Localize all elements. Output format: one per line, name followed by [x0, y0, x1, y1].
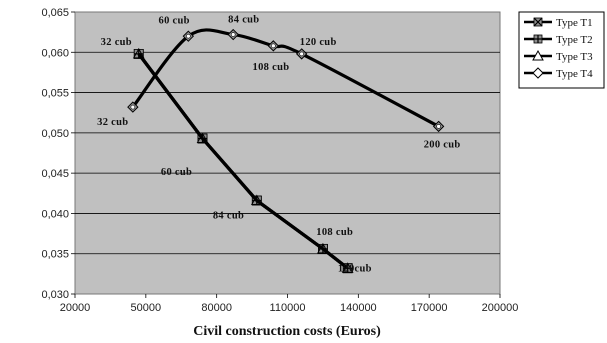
legend-label: Type T1 [556, 17, 593, 29]
legend-label: Type T2 [556, 34, 593, 46]
y-tick-label: 0,045 [41, 168, 69, 180]
point-annotation: 60 cub [159, 15, 190, 26]
triangle-marker [341, 262, 354, 273]
series-group [127, 28, 445, 274]
diamond-marker-dot [436, 124, 441, 129]
point-annotation: 108 cub [253, 62, 290, 73]
y-axis-ticks: 0,030 0,035 0,040 0,045 0,050 0,055 0,060 0,065 [41, 7, 75, 301]
y-tick-label: 0,050 [41, 128, 69, 140]
legend: Type T1 Type T2 Type T3 Type T4 [518, 11, 605, 89]
diamond-marker-dot [271, 43, 276, 49]
series-type-t3 [132, 47, 354, 273]
plot-area [74, 11, 501, 295]
point-annotation: 200 cub [424, 139, 461, 150]
triangle-marker [250, 194, 263, 206]
y-tick-label: 0,030 [41, 289, 69, 301]
y-tick-label: 0,035 [41, 249, 69, 261]
legend-label: Type T3 [556, 51, 593, 63]
y-tick-label: 0,060 [41, 47, 69, 59]
x-tick-label: 110000 [270, 302, 306, 314]
point-annotation: 120 cub [300, 37, 337, 48]
x-box-marker-icon [533, 17, 543, 27]
point-annotation: 60 cub [161, 167, 192, 178]
point-annotation: 120cub [338, 263, 372, 274]
legend-item-type-t2: Type T2 [524, 34, 593, 46]
point-annotation: 108 cub [316, 227, 353, 238]
y-tick-label: 0,040 [41, 208, 69, 220]
diamond-marker-dot [130, 104, 136, 110]
diamond-marker-icon [532, 67, 544, 79]
annotation-group: 32 cub 60 cub 84 cub 108 cub 120cub 32 cub 60 … [97, 14, 460, 274]
x-tick-label: 140000 [340, 302, 377, 314]
triangle-marker [132, 47, 145, 59]
point-annotation: 84 cub [228, 14, 259, 25]
legend-item-type-t3: Type T3 [524, 49, 593, 63]
triangle-marker-icon [532, 49, 544, 61]
y-tick-label: 0,055 [41, 88, 69, 100]
series-line [131, 28, 440, 128]
diamond-marker-dot [186, 33, 191, 39]
legend-item-type-t1: Type T1 [524, 17, 593, 29]
legend-label: Type T4 [556, 68, 593, 80]
x-axis-ticks: 20000 50000 80000 110000 140000 170000 200000 [60, 294, 519, 314]
x-tick-label: 80000 [201, 302, 232, 314]
y-tick-label: 0,065 [41, 7, 69, 19]
point-annotation: 32 cub [97, 117, 128, 128]
x-tick-label: 20000 [60, 302, 91, 314]
legend-item-type-t4: Type T4 [524, 67, 593, 80]
x-axis-label: Civil construction costs (Euros) [193, 324, 381, 339]
x-tick-label: 170000 [411, 302, 448, 314]
triangle-marker [317, 242, 329, 254]
series-line [137, 52, 349, 270]
series-type-t4 [127, 28, 445, 133]
triangle-marker [196, 132, 209, 143]
point-annotation: 32 cub [101, 37, 132, 48]
diamond-marker-dot [230, 32, 236, 37]
x-tick-label: 50000 [131, 302, 162, 314]
gridlines [75, 51, 500, 255]
plus-box-marker-icon [533, 34, 543, 44]
diamond-marker-dot [299, 51, 304, 57]
point-annotation: 84 cub [213, 210, 244, 221]
x-tick-label: 200000 [482, 302, 519, 314]
legend-box [518, 11, 605, 89]
